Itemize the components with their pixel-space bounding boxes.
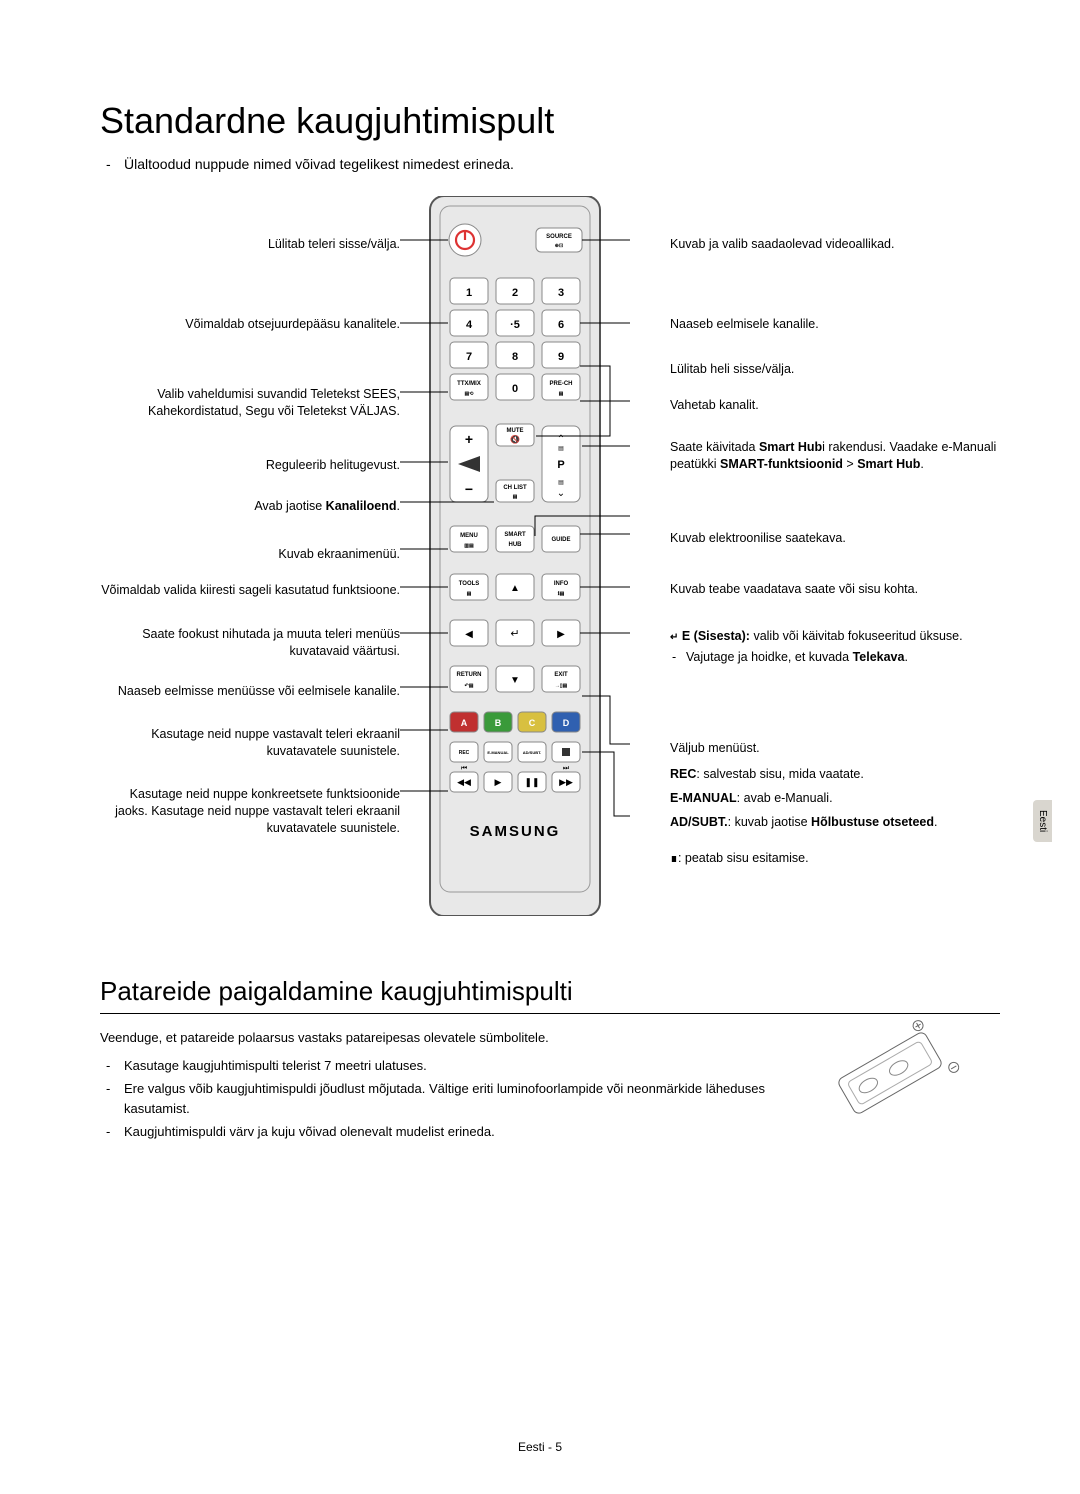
- svg-text:RETURN: RETURN: [457, 672, 482, 678]
- language-tab: Eesti: [1033, 800, 1052, 842]
- callout-numbers: Võimaldab otsejuurdepääsu kanalitele.: [100, 316, 400, 333]
- svg-text:⏮: ⏮: [461, 765, 467, 772]
- subtitle-list: Ülaltoodud nuppude nimed võivad tegelike…: [124, 156, 1000, 172]
- battery-title: Patareide paigaldamine kaugjuhtimispulti: [100, 976, 1000, 1014]
- svg-text:6: 6: [558, 319, 564, 331]
- svg-text:2: 2: [512, 287, 518, 299]
- svg-text:SMART: SMART: [504, 532, 526, 538]
- callout-return: Naaseb eelmisse menüüsse või eelmisele k…: [100, 683, 400, 700]
- svg-text:C: C: [529, 718, 536, 728]
- svg-text:9: 9: [558, 351, 564, 363]
- svg-text:8: 8: [512, 351, 518, 363]
- svg-text:▤: ▤: [513, 494, 518, 500]
- callout-volume: Reguleerib helitugevust.: [100, 457, 400, 474]
- remote-illustration: SOURCE ⊕⊡ 1 2 3 4 ·5 6 7 8 9 TTX/MIX ▤⟲ 0…: [400, 196, 630, 916]
- battery-section: Veenduge, et patareide polaarsus vastaks…: [100, 1028, 1000, 1142]
- svg-text:7: 7: [466, 351, 472, 363]
- callout-chlist: Avab jaotise Kanaliloend.: [100, 498, 400, 515]
- svg-text:−: −: [465, 481, 473, 497]
- callout-menu: Kuvab ekraanimenüü.: [100, 546, 400, 563]
- svg-text:PRE-CH: PRE-CH: [549, 381, 572, 387]
- svg-text:▤: ▤: [558, 480, 564, 486]
- svg-text:🔇: 🔇: [510, 434, 520, 444]
- callout-adsubt: AD/SUBT.: kuvab jaotise Hõlbustuse otset…: [670, 814, 1010, 831]
- svg-text:⏭: ⏭: [563, 765, 570, 772]
- svg-text:B: B: [495, 718, 502, 728]
- svg-text:⌄: ⌄: [557, 488, 565, 499]
- battery-illustration: [820, 1018, 960, 1128]
- svg-text:❚❚: ❚❚: [524, 777, 539, 788]
- svg-text:MUTE: MUTE: [507, 428, 524, 434]
- svg-text:▤: ▤: [558, 446, 564, 452]
- enter-icon: ↵: [670, 632, 678, 643]
- page-title: Standardne kaugjuhtimispult: [100, 100, 1000, 142]
- svg-text:EXIT: EXIT: [554, 672, 568, 678]
- svg-text:▤: ▤: [559, 391, 564, 397]
- svg-text:▤⟲: ▤⟲: [465, 391, 475, 397]
- callout-smarthub: Saate käivitada Smart Hubi rakendusi. Va…: [670, 439, 1010, 473]
- callout-nav: Saate fookust nihutada ja muuta teleri m…: [100, 626, 400, 660]
- svg-text:0: 0: [512, 383, 518, 395]
- callout-enter: ↵ E (Sisesta): valib või käivitab fokuse…: [670, 628, 1010, 666]
- svg-text:·5: ·5: [510, 319, 520, 331]
- svg-text:TTX/MIX: TTX/MIX: [457, 381, 481, 387]
- svg-text:A: A: [461, 718, 468, 728]
- callout-channel: Vahetab kanalit.: [670, 397, 1010, 414]
- svg-text:↶▤: ↶▤: [464, 683, 474, 689]
- svg-text:▼: ▼: [510, 675, 520, 686]
- callout-mute: Lülitab heli sisse/välja.: [670, 361, 1010, 378]
- svg-text:CH LIST: CH LIST: [503, 485, 527, 491]
- callout-stop: ∎: peatab sisu esitamise.: [670, 850, 1010, 867]
- svg-text:⊕⊡: ⊕⊡: [555, 243, 563, 249]
- svg-text:▲: ▲: [510, 583, 520, 594]
- callout-source: Kuvab ja valib saadaolevad videoallikad.: [670, 236, 1010, 253]
- svg-text:TOOLS: TOOLS: [459, 581, 480, 587]
- svg-text:P: P: [557, 459, 564, 471]
- svg-text:▤: ▤: [467, 591, 472, 597]
- svg-text:4: 4: [466, 319, 473, 331]
- svg-text:MENU: MENU: [460, 533, 478, 539]
- callout-tools: Võimaldab valida kiiresti sageli kasutat…: [100, 582, 400, 599]
- page-footer: Eesti - 5: [0, 1440, 1080, 1454]
- svg-text:ℹ▤: ℹ▤: [558, 591, 565, 597]
- svg-text:1: 1: [466, 287, 472, 299]
- callout-rec: REC: salvestab sisu, mida vaatate.: [670, 766, 1010, 783]
- callout-info: Kuvab teabe vaadatava saate või sisu koh…: [670, 581, 1010, 598]
- svg-text:REC: REC: [459, 750, 470, 756]
- svg-text:↵: ↵: [510, 628, 519, 640]
- svg-text:◀: ◀: [465, 629, 473, 640]
- svg-text:▶: ▶: [557, 629, 565, 640]
- brand-logo: SAMSUNG: [470, 823, 561, 840]
- svg-text:→▯▤: →▯▤: [555, 683, 568, 689]
- svg-text:▶▶: ▶▶: [559, 777, 573, 787]
- btn-source: SOURCE: [546, 234, 572, 240]
- callout-emanual: E-MANUAL: avab e-Manuali.: [670, 790, 1010, 807]
- callout-abcd: Kasutage neid nuppe vastavalt teleri ekr…: [100, 726, 400, 760]
- callout-guide: Kuvab elektroonilise saatekava.: [670, 530, 1010, 547]
- svg-text:GUIDE: GUIDE: [551, 537, 570, 543]
- subtitle: Ülaltoodud nuppude nimed võivad tegelike…: [124, 156, 1000, 172]
- svg-text:AD/SUBT.: AD/SUBT.: [523, 750, 541, 755]
- callout-exit: Väljub menüüst.: [670, 740, 1010, 757]
- callout-ttx: Valib vaheldumisi suvandid Teletekst SEE…: [100, 386, 400, 420]
- callout-prech-top: Naaseb eelmisele kanalile.: [670, 316, 1010, 333]
- svg-text:◀◀: ◀◀: [457, 777, 471, 787]
- svg-text:D: D: [563, 718, 570, 728]
- remote-diagram: Lülitab teleri sisse/välja. Võimaldab ot…: [100, 196, 1000, 936]
- svg-text:▶: ▶: [495, 777, 502, 787]
- svg-text:INFO: INFO: [554, 581, 569, 587]
- svg-text:+: +: [465, 431, 473, 447]
- svg-text:3: 3: [558, 287, 564, 299]
- callout-media: Kasutage neid nuppe konkreetsete funktsi…: [100, 786, 400, 837]
- callout-power: Lülitab teleri sisse/välja.: [100, 236, 400, 253]
- svg-text:E-MANUAL: E-MANUAL: [487, 750, 509, 755]
- svg-text:HUB: HUB: [509, 542, 523, 548]
- svg-text:▥▤: ▥▤: [464, 543, 474, 549]
